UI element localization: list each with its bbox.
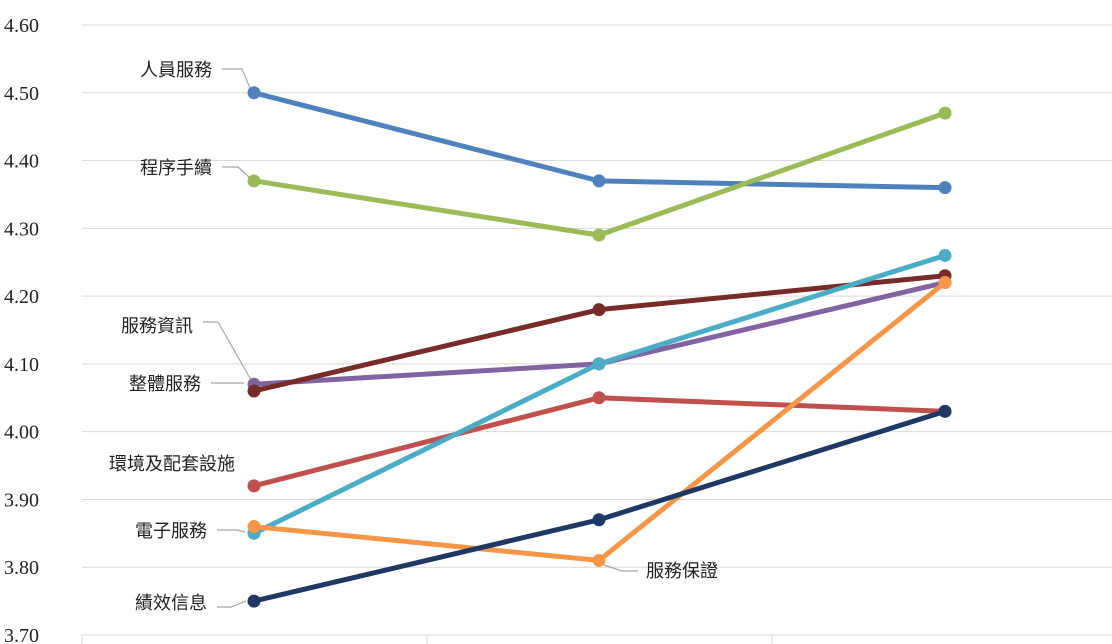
y-tick-label: 3.80: [4, 557, 39, 579]
data-point: [247, 174, 261, 188]
series-2: [247, 106, 952, 242]
label-leader-line: [203, 321, 252, 381]
y-tick-label: 4.20: [4, 286, 39, 308]
data-point: [592, 553, 606, 567]
y-axis-ticks: 3.70 3.80 3.90 4.00 4.10 4.20 4.30 4.40 4.50 4.60: [4, 15, 39, 644]
label-leader-line: [217, 600, 247, 608]
series-label: 人員服務: [140, 60, 212, 81]
data-point: [938, 248, 952, 262]
label-leaders: [203, 68, 638, 608]
series-3: [247, 276, 952, 391]
y-tick-label: 4.30: [4, 218, 39, 240]
series-line: [251, 110, 948, 238]
y-tick-label: 4.40: [4, 151, 39, 173]
series-label: 整體服務: [129, 374, 201, 395]
series-label: 服務資訊: [121, 316, 193, 337]
series-line: [251, 273, 948, 394]
label-leader-line: [222, 166, 251, 179]
data-point: [247, 86, 261, 100]
y-tick-label: 3.70: [4, 625, 39, 644]
label-leader-line: [222, 68, 251, 89]
series-label: 程序手續: [140, 158, 212, 179]
data-point: [247, 520, 261, 534]
series-layer: [247, 86, 952, 608]
x-axis: [81, 635, 773, 644]
y-tick-label: 4.50: [4, 83, 39, 105]
data-point: [938, 404, 952, 418]
data-point: [592, 513, 606, 527]
data-point: [938, 106, 952, 120]
y-tick-label: 4.00: [4, 422, 39, 444]
data-point: [247, 594, 261, 608]
data-point: [592, 391, 606, 405]
y-tick-label: 4.10: [4, 354, 39, 376]
series-label: 績效信息: [135, 593, 207, 614]
y-tick-label: 3.90: [4, 489, 39, 511]
series-line: [251, 408, 948, 604]
series-8: [247, 404, 952, 608]
series-label: 環境及配套設施: [109, 454, 235, 475]
data-point: [592, 228, 606, 242]
label-leader-line: [603, 564, 638, 572]
series-label: 電子服務: [135, 521, 207, 542]
label-leader-line: [217, 529, 246, 533]
data-point: [247, 384, 261, 398]
series-label: 服務保證: [646, 561, 718, 582]
y-tick-label: 4.60: [4, 15, 39, 37]
series-7: [247, 276, 952, 567]
series-4: [247, 269, 952, 398]
data-point: [938, 181, 952, 195]
series-line: [251, 90, 948, 191]
series-1: [247, 86, 952, 195]
data-point: [592, 357, 606, 371]
data-point: [592, 303, 606, 317]
data-point: [592, 174, 606, 188]
grid-layer: [82, 24, 1112, 636]
data-point: [247, 479, 261, 493]
data-point: [938, 276, 952, 290]
